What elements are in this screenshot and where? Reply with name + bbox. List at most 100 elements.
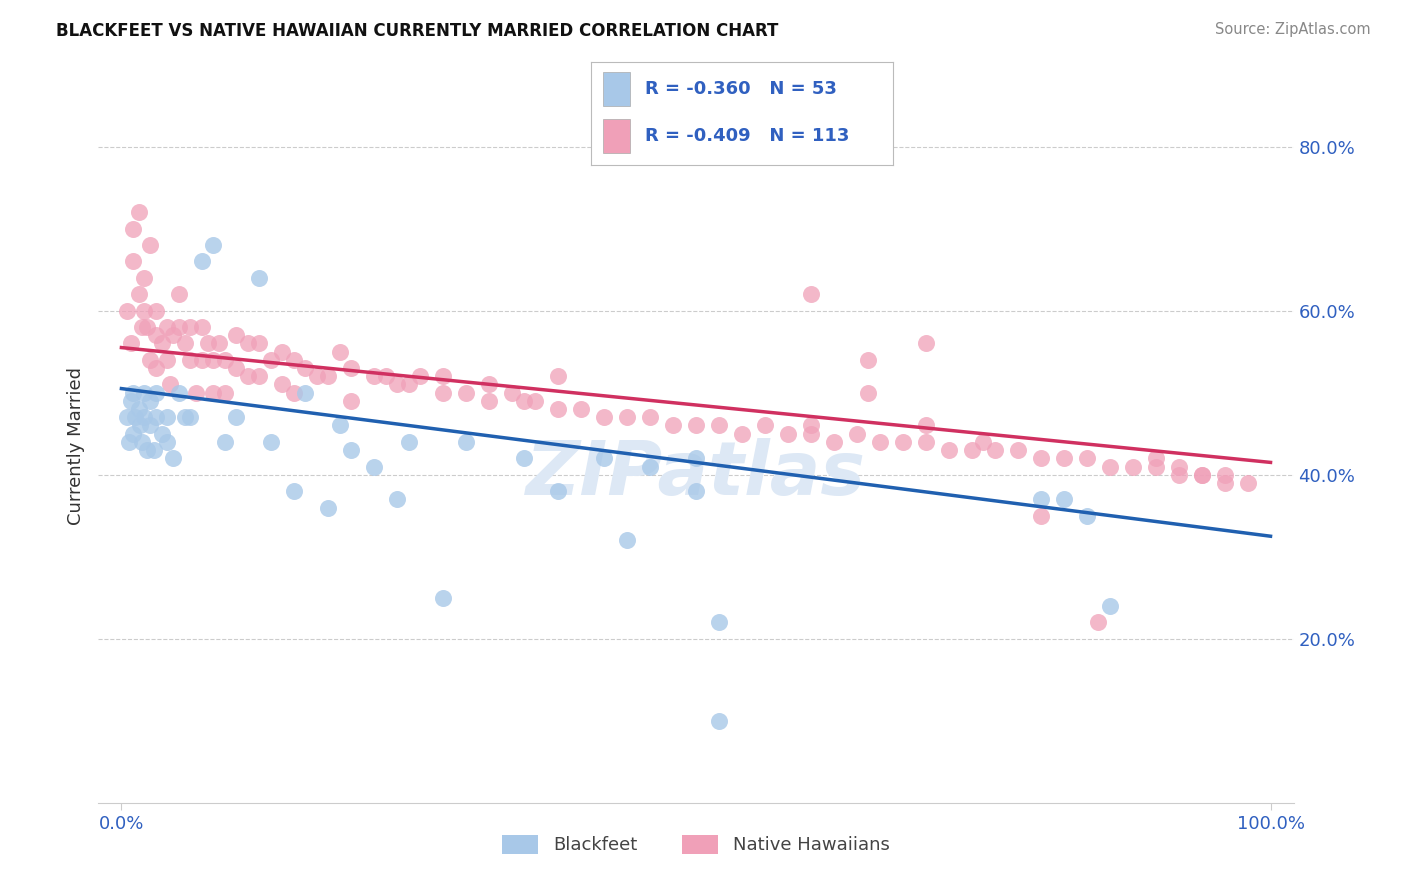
Text: Source: ZipAtlas.com: Source: ZipAtlas.com	[1215, 22, 1371, 37]
Point	[398, 434, 420, 449]
Point	[134, 303, 156, 318]
Point	[800, 287, 823, 301]
Point	[294, 361, 316, 376]
Point	[120, 336, 142, 351]
Point	[150, 426, 173, 441]
Point	[191, 352, 214, 367]
Point	[150, 336, 173, 351]
Point	[120, 393, 142, 408]
Point	[179, 410, 201, 425]
Point	[191, 320, 214, 334]
Point	[214, 434, 236, 449]
Text: R = -0.409   N = 113: R = -0.409 N = 113	[645, 127, 849, 145]
Point	[707, 615, 730, 630]
Point	[616, 410, 638, 425]
Point	[145, 361, 167, 376]
Point	[1076, 508, 1098, 523]
Point	[156, 410, 179, 425]
Point	[938, 443, 960, 458]
Point	[1076, 451, 1098, 466]
Point	[135, 320, 157, 334]
Point	[456, 385, 478, 400]
Point	[800, 418, 823, 433]
Point	[340, 361, 363, 376]
Point	[283, 385, 305, 400]
Point	[167, 385, 190, 400]
Point	[247, 369, 270, 384]
Point	[184, 385, 207, 400]
Point	[167, 287, 190, 301]
Point	[247, 270, 270, 285]
Point	[225, 328, 247, 343]
Bar	[603, 119, 630, 153]
Bar	[603, 71, 630, 105]
Point	[260, 434, 283, 449]
Point	[524, 393, 547, 408]
Point	[731, 426, 754, 441]
Point	[869, 434, 891, 449]
Point	[179, 352, 201, 367]
Point	[128, 205, 150, 219]
Point	[214, 385, 236, 400]
Point	[202, 238, 225, 252]
Point	[984, 443, 1007, 458]
Point	[115, 303, 138, 318]
Point	[1087, 615, 1109, 630]
Point	[707, 418, 730, 433]
Point	[260, 352, 283, 367]
Point	[128, 402, 150, 417]
Point	[135, 443, 157, 458]
Point	[512, 451, 534, 466]
Point	[858, 352, 880, 367]
Point	[685, 451, 707, 466]
Point	[283, 484, 305, 499]
Point	[1029, 492, 1052, 507]
Point	[173, 336, 195, 351]
Point	[271, 377, 294, 392]
Point	[145, 385, 167, 400]
Point	[512, 393, 534, 408]
Point	[776, 426, 799, 441]
Point	[662, 418, 685, 433]
Point	[1167, 467, 1189, 482]
Point	[478, 393, 501, 408]
Point	[340, 393, 363, 408]
Point	[960, 443, 983, 458]
Point	[329, 344, 352, 359]
Point	[128, 287, 150, 301]
Point	[398, 377, 420, 392]
Point	[385, 492, 409, 507]
Point	[316, 500, 339, 515]
Point	[374, 369, 396, 384]
Point	[914, 336, 936, 351]
Y-axis label: Currently Married: Currently Married	[66, 367, 84, 525]
Point	[329, 418, 352, 433]
Text: R = -0.360   N = 53: R = -0.360 N = 53	[645, 79, 837, 97]
Point	[122, 426, 145, 441]
Point	[162, 451, 184, 466]
Point	[139, 393, 162, 408]
Point	[236, 336, 259, 351]
Point	[456, 434, 478, 449]
Point	[236, 369, 259, 384]
Point	[638, 459, 661, 474]
Point	[124, 410, 146, 425]
Point	[547, 402, 569, 417]
Point	[340, 443, 363, 458]
Point	[478, 377, 501, 392]
Point	[569, 402, 592, 417]
Point	[1098, 459, 1121, 474]
Point	[1213, 467, 1236, 482]
Point	[547, 369, 569, 384]
Point	[179, 320, 201, 334]
Point	[131, 320, 153, 334]
Point	[156, 352, 179, 367]
Point	[122, 385, 145, 400]
Point	[247, 336, 270, 351]
Point	[208, 336, 231, 351]
Point	[316, 369, 339, 384]
Point	[823, 434, 845, 449]
Point	[432, 591, 454, 605]
Point	[202, 385, 225, 400]
Point	[1098, 599, 1121, 613]
